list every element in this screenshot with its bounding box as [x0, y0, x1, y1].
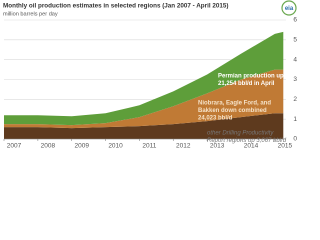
x-tick-label: 2007 [7, 143, 22, 150]
x-tick-label: 2009 [74, 143, 89, 150]
y-tick-label: 0 [293, 136, 297, 143]
logo-text: eia [285, 6, 294, 12]
logo: eia [281, 0, 297, 16]
annotation: Bakken down combined [198, 108, 267, 114]
chart-title: Monthly oil production estimates in sele… [3, 3, 228, 10]
y-tick-label: 6 [293, 17, 297, 24]
x-tick-label: 2010 [108, 143, 123, 150]
chart-subtitle: million barrels per day [3, 11, 58, 17]
annotation: 21,254 bbl/d in April [218, 81, 275, 87]
y-tick-label: 2 [293, 96, 297, 103]
y-tick-label: 4 [293, 56, 297, 63]
y-tick-label: 1 [293, 116, 297, 123]
logo-ring [281, 0, 297, 16]
x-tick-label: 2011 [142, 143, 156, 150]
x-tick-label: 2012 [176, 143, 191, 150]
area [4, 113, 284, 139]
x-tick-label: 2015 [278, 143, 293, 150]
chart: Monthly oil production estimates in sele… [3, 0, 297, 150]
x-tick-label: 2013 [210, 143, 225, 150]
x-tick-label: 2008 [41, 143, 56, 150]
annotation: 24,023 bbl/d [198, 116, 233, 122]
area [4, 69, 284, 129]
annotation: Report regions up 3,067 bbl/d [207, 138, 287, 144]
annotation: Niobrara, Eagle Ford, and [198, 101, 271, 107]
area [4, 31, 284, 126]
annotation: Permian production up [218, 74, 284, 80]
annotation: other Drilling Productivity [207, 131, 274, 137]
page: {"logo": "eia", "chart_data": { "type": … [3, 0, 298, 150]
x-tick-label: 2014 [244, 143, 259, 150]
y-tick-label: 3 [293, 76, 297, 83]
y-tick-label: 5 [293, 37, 297, 44]
